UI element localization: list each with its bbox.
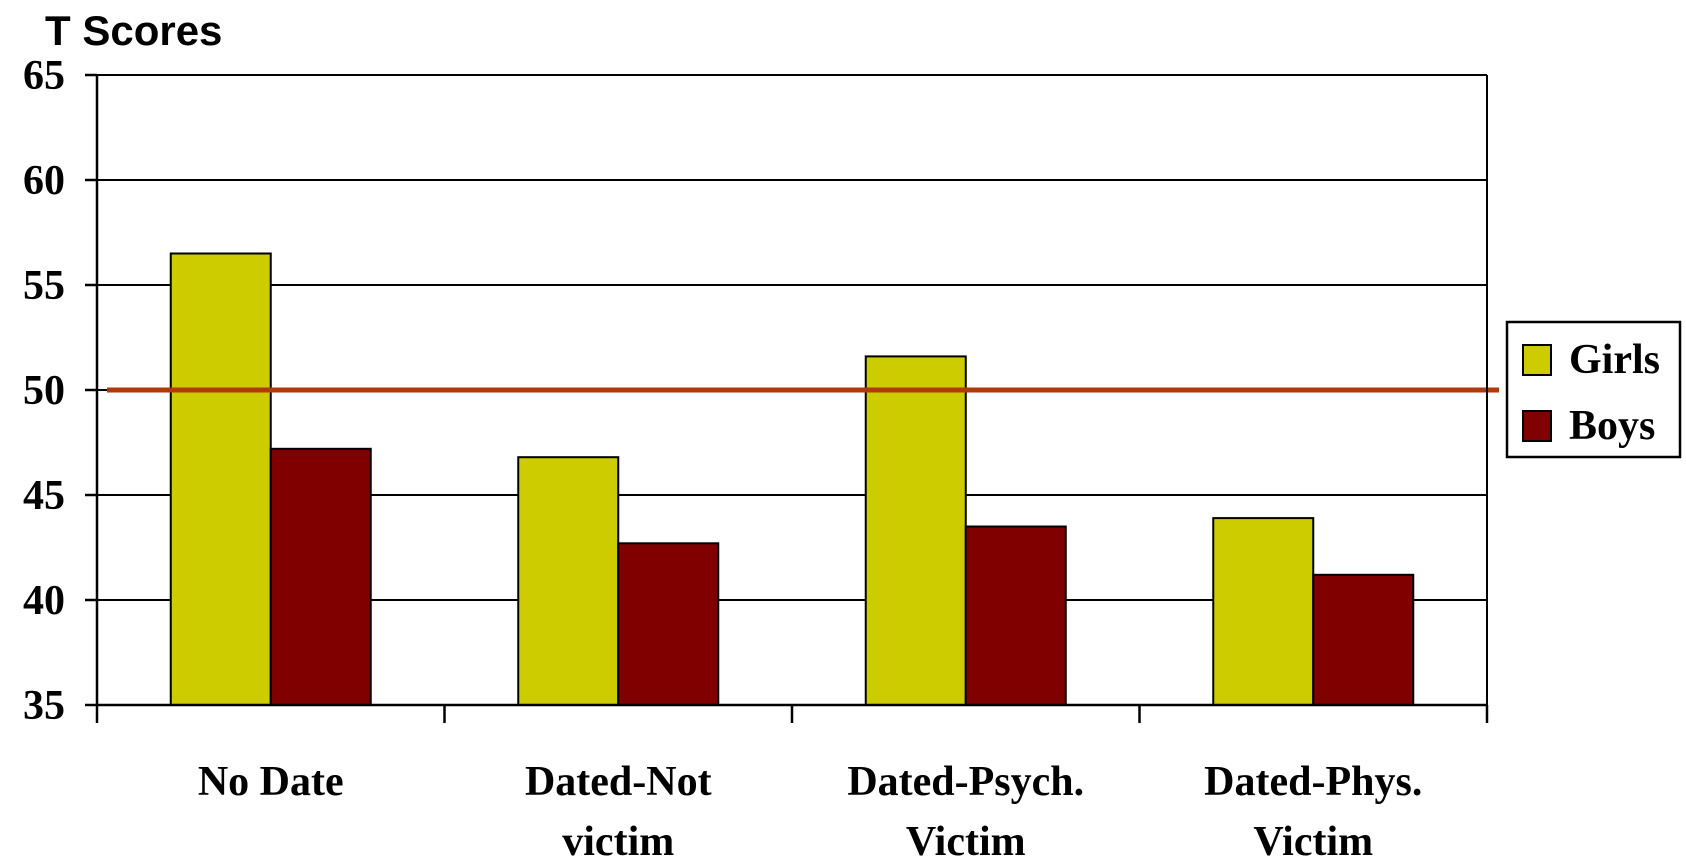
x-category-label: Dated-Phys. (1204, 759, 1422, 805)
legend-swatch-girls (1522, 344, 1552, 376)
y-tick-label: 45 (23, 473, 65, 519)
y-tick-label: 65 (23, 53, 65, 99)
bar-girls (517, 456, 620, 707)
x-category-labels: No Date Dated-Not victim Dated-Psych. Victim… (198, 759, 1422, 863)
y-tick-label: 55 (23, 263, 65, 309)
legend: Girls Boys (1505, 320, 1682, 459)
y-tick-labels: 35 40 45 50 55 60 65 (23, 53, 65, 729)
x-category-label: No Date (198, 759, 344, 805)
y-tick-label: 35 (23, 683, 65, 729)
bar-boys (269, 447, 372, 706)
legend-label-boys: Boys (1569, 403, 1655, 449)
bar-girls (169, 252, 272, 706)
axes (85, 73, 1489, 723)
x-category-label: victim (562, 819, 674, 863)
x-category-label: Victim (906, 819, 1026, 863)
bar-boys (964, 525, 1067, 706)
bar-girls (864, 355, 967, 706)
y-tick-label: 60 (23, 158, 65, 204)
bar-boys (1312, 573, 1415, 706)
y-axis-title: T Scores (45, 7, 222, 54)
y-tick-label: 50 (23, 368, 65, 414)
bars (169, 252, 1415, 707)
bar-boys (617, 542, 720, 706)
y-tick-label: 40 (23, 578, 65, 624)
x-category-label: Victim (1253, 819, 1373, 863)
legend-label-girls: Girls (1569, 337, 1660, 383)
x-category-label: Dated-Not (525, 759, 712, 805)
legend-swatch-boys (1522, 410, 1552, 442)
bar-girls (1212, 517, 1315, 706)
x-category-label: Dated-Psych. (847, 759, 1084, 805)
